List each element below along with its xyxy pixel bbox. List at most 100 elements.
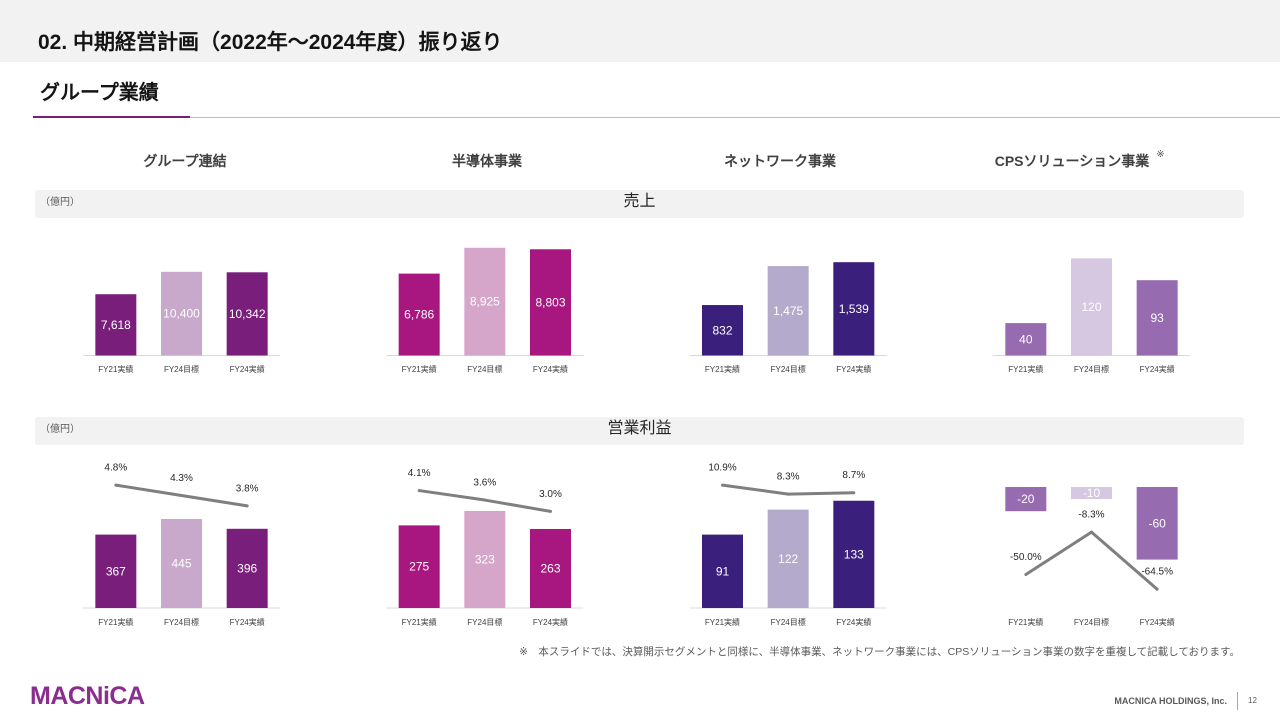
ratio-label-fy24-target: 8.3% (777, 472, 800, 483)
section-accent-underline (33, 116, 190, 118)
bar-fy24-actual (1136, 280, 1178, 356)
tick-label-fy24-target: FY24目標 (164, 617, 199, 627)
tick-label-fy21-actual: FY21実績 (1008, 617, 1043, 627)
ratio-label-fy24-target: 4.3% (170, 473, 193, 484)
footer-divider (1237, 692, 1238, 710)
ratio-label-fy24-target: -8.3% (1078, 510, 1104, 521)
bar-fy24-actual (529, 249, 571, 356)
tick-label-fy24-target: FY24目標 (164, 364, 199, 374)
bar-value-label-fy21-actual: 7,618 (101, 318, 131, 332)
ratio-point-fy24-actual (852, 491, 856, 495)
bar-value-label-fy24-target: 120 (1081, 300, 1101, 314)
bar-fy21-actual (701, 534, 743, 608)
ratio-label-fy24-target: 3.6% (473, 478, 496, 489)
bar-value-label-fy24-actual: 10,342 (229, 307, 266, 321)
bar-value-label-fy24-target: 10,400 (163, 307, 200, 321)
tick-label-fy24-target: FY24目標 (467, 364, 502, 374)
ratio-point-fy24-actual (548, 509, 552, 513)
column-header-cps: CPSソリューション事業 ※ (942, 149, 1202, 171)
bar-value-label-fy24-actual: 93 (1150, 311, 1164, 325)
ratio-label-fy24-actual: 8.7% (842, 470, 865, 481)
metric-band-sales: （億円） 売上 (35, 190, 1244, 218)
bar-value-label-fy21-actual: 275 (409, 560, 429, 574)
bar-value-label-fy24-actual: 133 (844, 547, 864, 561)
bar-fy24-actual (1136, 486, 1178, 560)
bar-value-label-fy21-actual: 40 (1019, 332, 1033, 346)
sales-chart-group: FY21実績 FY24目標 FY24実績 7,618 10,400 10,342 (83, 271, 280, 374)
tick-label-fy24-actual: FY24実績 (836, 617, 871, 627)
tick-label-fy24-actual: FY24実績 (533, 364, 568, 374)
metric-label: 売上 (623, 193, 656, 210)
ratio-point-fy24-target (786, 492, 790, 496)
header-band (0, 0, 1280, 62)
ratio-label-fy21-actual: 4.1% (408, 468, 431, 479)
footnote-mark: ※ (1156, 149, 1165, 160)
bar-fy24-target (767, 266, 809, 356)
bar-fy24-target (464, 247, 506, 356)
bar-value-label-fy21-actual: 91 (716, 564, 730, 578)
tick-label-fy21-actual: FY21実績 (98, 617, 133, 627)
page-number: 12 (1248, 696, 1257, 705)
section-title: グループ業績 (40, 82, 159, 104)
ratio-point-fy21-actual (114, 483, 118, 487)
tick-label-fy24-actual: FY24実績 (836, 364, 871, 374)
ratio-label-fy21-actual: 4.8% (104, 463, 127, 474)
page-title: 02. 中期経営計画（2022年～2024年度）振り返り (38, 31, 503, 54)
bar-value-label-fy24-target: 122 (778, 552, 798, 566)
operating-profit-chart-cps: FY21実績 FY24目標 FY24実績 -20 -10 -60 -50.0% -8.3% -6… (1005, 486, 1178, 627)
bar-value-label-fy24-target: 323 (475, 552, 495, 566)
column-header-network: ネットワーク事業 (650, 151, 910, 171)
ratio-point-fy24-target (180, 494, 183, 497)
bar-fy21-actual (398, 273, 440, 356)
ratio-point-fy24-actual (1155, 587, 1159, 591)
bar-fy24-target (767, 509, 809, 608)
bar-value-label-fy24-target: 8,925 (470, 295, 500, 309)
bar-fy24-target (464, 510, 506, 608)
tick-label-fy24-actual: FY24実績 (1140, 617, 1175, 627)
tick-label-fy24-target: FY24目標 (1074, 364, 1109, 374)
tick-label-fy21-actual: FY21実績 (705, 617, 740, 627)
bar-value-label-fy24-actual: 396 (237, 561, 257, 575)
bar-fy24-actual (226, 528, 268, 608)
bar-fy21-actual (1005, 486, 1047, 512)
tick-label-fy21-actual: FY21実績 (1008, 364, 1043, 374)
tick-label-fy24-actual: FY24実績 (533, 617, 568, 627)
tick-label-fy24-actual: FY24実績 (1140, 364, 1175, 374)
bar-fy24-actual (833, 262, 875, 356)
ratio-point-fy24-target (1089, 530, 1093, 534)
ratio-point-fy24-actual (245, 504, 249, 508)
bar-value-label-fy21-actual: 832 (712, 323, 732, 337)
unit-label: （億円） (40, 197, 80, 208)
tick-label-fy24-target: FY24目標 (1074, 617, 1109, 627)
metric-band-operating-profit: （億円） 営業利益 (35, 417, 1244, 445)
tick-label-fy21-actual: FY21実績 (402, 364, 437, 374)
ratio-point-fy21-actual (417, 489, 421, 493)
metric-label: 営業利益 (607, 420, 672, 437)
bar-fy21-actual (701, 305, 743, 356)
tick-label-fy24-target: FY24目標 (771, 617, 806, 627)
tick-label-fy21-actual: FY21実績 (402, 617, 437, 627)
column-header-label: グループ連結 (143, 153, 227, 169)
footer-company-name: MACNICA HOLDINGS, Inc. (1114, 696, 1227, 706)
bar-fy24-target (161, 271, 202, 356)
sales-chart-cps: FY21実績 FY24目標 FY24実績 40 120 93 (992, 258, 1190, 374)
operating-profit-chart-group: FY21実績 FY24目標 FY24実績 367 445 396 4.8% 4.3% 3.8% (83, 463, 280, 627)
ratio-label-fy24-actual: 3.0% (539, 489, 562, 500)
bar-fy24-actual (833, 500, 875, 608)
footnote: ※ 本スライドでは、決算開示セグメントと同様に、半導体事業、ネットワーク事業には… (519, 646, 1240, 658)
bar-fy24-target (161, 519, 202, 608)
operating-profit-chart-semiconductor: FY21実績 FY24目標 FY24実績 275 323 263 4.1% 3.6% 3.0% (386, 468, 584, 627)
bar-value-label-fy24-actual: 8,803 (535, 295, 565, 309)
bar-fy21-actual (398, 525, 440, 608)
sales-chart-semiconductor: FY21実績 FY24目標 FY24実績 6,786 8,925 8,803 (386, 247, 584, 374)
tick-label-fy24-actual: FY24実績 (230, 364, 265, 374)
bar-value-label-fy24-actual: 1,539 (839, 302, 869, 316)
ratio-label-fy24-actual: 3.8% (236, 483, 259, 494)
sales-chart-network: FY21実績 FY24目標 FY24実績 832 1,475 1,539 (689, 262, 887, 374)
ratio-label-fy21-actual: 10.9% (708, 463, 736, 474)
bar-value-label-fy24-target: 445 (171, 557, 191, 571)
ratio-point-fy21-actual (1024, 572, 1028, 576)
column-header-semiconductor: 半導体事業 (357, 151, 617, 171)
bar-value-label-fy24-actual: 263 (540, 561, 560, 575)
